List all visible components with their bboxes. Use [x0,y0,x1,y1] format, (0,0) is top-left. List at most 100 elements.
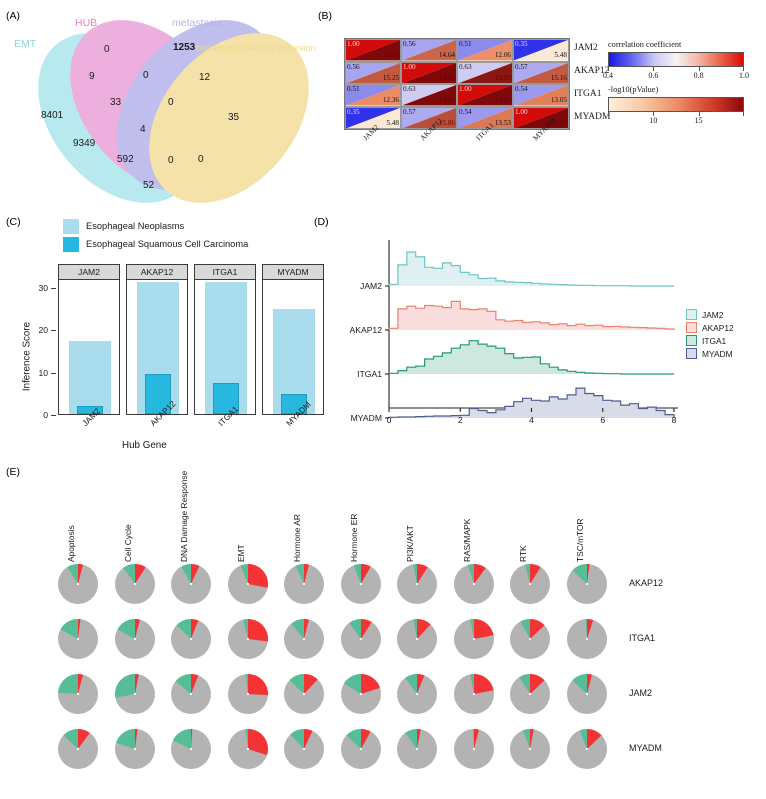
e-col-label-emt: EMT [235,544,246,562]
c-facet-strip-label-itga1: ITGA1 [195,265,255,280]
pie-slice-red [473,619,494,639]
heatmap-correlation-value: 0.54 [459,107,472,116]
heatmap-grid: 1.00 19.85 0.56 14.64 0.51 12.06 0.35 5.48 0.56 1… [344,38,570,130]
c-facet-akap12: AKAP12 [126,264,188,415]
pie-slice-green [525,564,530,584]
e-col-label-rtk: RTK [518,545,528,562]
pie-slice-red [191,619,199,639]
pie-slice-green [522,729,530,749]
c-bar-escc-itga1 [213,382,239,414]
legend-label-esophageal-neoplasms: Esophageal Neoplasms [86,221,185,231]
d-legend-label-myadm: MYADM [702,349,733,359]
e-pie-akap12-hormone-er [340,564,381,604]
c-facet-strip-label-akap12: AKAP12 [127,265,187,280]
ridgeline-line-akap12 [388,300,675,330]
pie-slice-green [345,729,361,749]
pie-slice-green [63,729,78,749]
e-pie-akap12-rtk [510,564,550,604]
c-ytick-label: 20 [38,325,48,335]
pie-slice-green [519,674,530,694]
heatmap-cell-itga1-myadm: 0.54 13.05 [513,84,569,107]
c-facet-strip-label-myadm: MYADM [263,265,323,280]
e-row-label-jam2: JAM2 [629,688,653,698]
pie-slice-green [67,564,78,584]
venn-count-emt-adhesion: 52 [143,180,155,191]
heatmap-pvalue-value: 15.25 [382,73,399,82]
d-row-label-myadm: MYADM [350,413,382,423]
venn-count-hub-only: 0 [104,44,110,55]
heatmap-cell-myadm-itga1: 0.54 13.53 [457,106,513,129]
e-pie-akap12-tsc-mtor [566,564,607,604]
pie-slice-red [191,564,200,584]
c-bar-neoplasms-jam2 [69,341,111,414]
heatmap-correlation-value: 1.00 [515,107,528,116]
heatmap-row-label-jam2: JAM2 [574,43,598,53]
e-col-label-hormone-ar: Hormone AR [292,514,302,562]
pie-slice-green [343,674,361,694]
e-pie-jam2-rtk [510,674,550,714]
c-facet-myadm: MYADM [262,264,324,415]
panel-c-tag: (C) [6,216,21,228]
heatmap-cell-jam2-itga1: 0.51 12.06 [457,39,513,62]
c-bar-escc-myadm [281,394,307,414]
panel-c-inference-score-barchart: (C) Esophageal Neoplasms Esophageal Squa… [0,208,324,456]
c-ytick-label: 0 [43,410,48,420]
pie-slice-red [134,729,138,749]
pie-slice-red [586,729,602,749]
e-row-label-myadm: MYADM [629,743,662,753]
venn-count-all-four: 4 [140,124,146,135]
pie-slice-green [295,564,304,584]
e-pie-jam2-pi3k-akt [397,674,437,714]
venn-count-emt-metastasis-adhesion: 592 [117,154,134,165]
pie-slice-green [585,619,587,639]
pie-slice-green [58,674,78,694]
e-pie-myadm-pi3k-akt [397,729,437,769]
c-ytick-mark [51,415,56,416]
pie-slice-green [240,564,248,584]
e-pie-myadm-hormone-er [340,729,381,769]
legend-pval-tickmark [743,112,744,116]
venn-label-emt: EMT [14,38,37,50]
d-xtick-label: 4 [529,415,534,425]
venn-count-metastasis-adhesion: 12 [199,72,211,83]
venn-count-emt-hub-metastasis: 33 [110,97,122,108]
pie-slice-red [247,619,268,642]
panel-d-tag: (D) [314,216,329,228]
e-pie-jam2-ras-mapk [453,674,494,714]
pie-slice-red [473,564,486,584]
heatmap-correlation-value: 0.63 [403,85,416,93]
heatmap-pvalue-value: 12.36 [382,96,399,105]
pie-slice-green [122,564,135,584]
pie-slice-green [289,674,304,694]
pie-slice-green [469,619,474,639]
heatmap-pvalue-value: 5.48 [386,118,399,127]
heatmap-cell-jam2-myadm: 0.35 5.48 [513,39,569,62]
legend-pval-ticklabel: 10 [649,116,658,125]
d-xtick-label: 6 [600,415,606,425]
pie-slice-red [360,564,371,584]
c-plot-area [195,280,255,414]
e-pie-itga1-hormone-er [340,619,381,659]
heatmap-pvalue-value: 19.85 [494,96,511,105]
pie-slice-red [360,674,380,694]
pie-slice-red [134,674,139,694]
ridgeline-line-itga1 [388,340,674,375]
legend-correlation-colorbar [608,52,744,67]
pie-slice-green [291,619,304,639]
pie-slice-red [530,674,545,694]
legend-corr-tickmark [743,67,744,71]
heatmap-correlation-value: 1.00 [347,40,360,48]
e-pie-itga1-pi3k-akt [397,619,437,659]
heatmap-correlation-value: 0.35 [515,40,528,48]
pie-slice-green [472,729,474,749]
ridgeline-fill-myadm [389,388,674,418]
pie-slice-red [78,564,83,584]
pie-slice-red [304,619,309,639]
panel-b-tag: (B) [318,10,332,22]
venn-count-emt-hub: 9 [89,71,95,82]
ridgeline-line-myadm [388,387,675,418]
pie-slice-red [530,619,545,639]
heatmap-correlation-value: 0.63 [459,62,472,71]
d-legend-label-jam2: JAM2 [702,310,724,320]
venn-count-metastasis-only: 1253 [173,42,196,53]
